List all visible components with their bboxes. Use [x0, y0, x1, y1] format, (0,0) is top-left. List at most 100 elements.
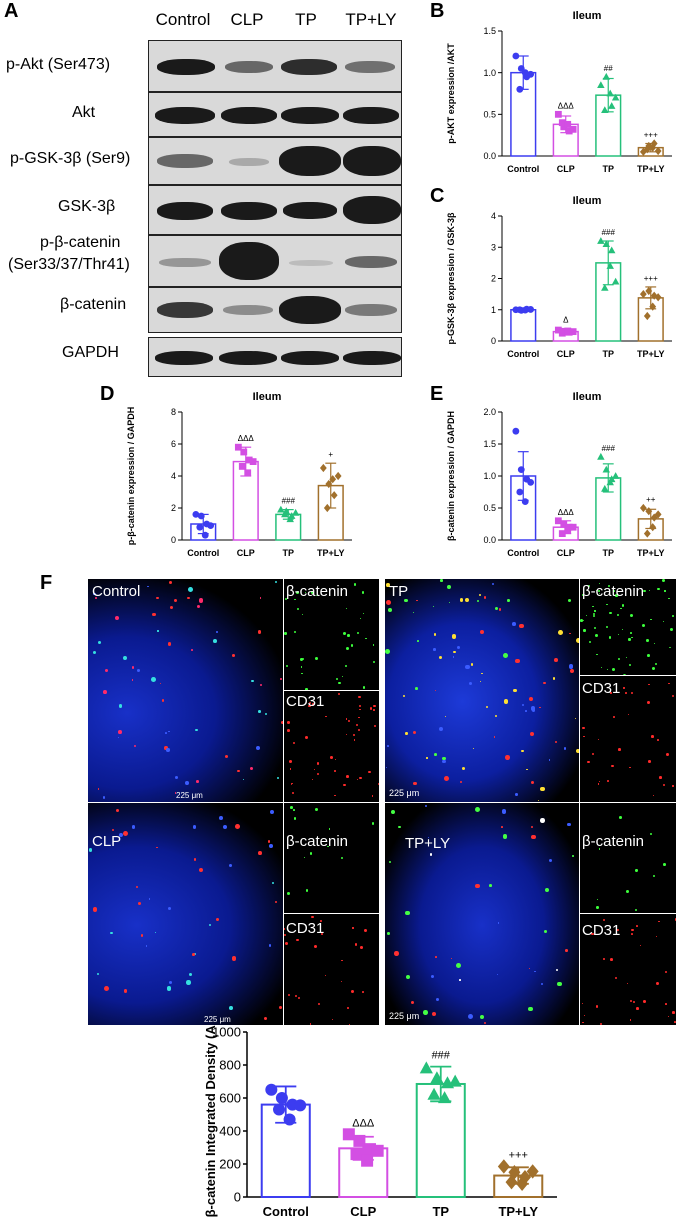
x-tick-label: TP+LY — [637, 164, 664, 174]
if-merge-clp: CLP 225 μm — [88, 803, 283, 1025]
scale-bar-label: 225 μm — [176, 791, 203, 800]
if-cd31-tp: CD31 — [580, 676, 676, 802]
x-tick-label: TP+LY — [637, 349, 664, 359]
data-point — [569, 125, 577, 133]
significance-label: ## — [604, 64, 613, 73]
significance-label: +++ — [509, 1149, 528, 1161]
if-cd31-clp: CD31 — [284, 914, 379, 1025]
data-point — [565, 127, 573, 135]
data-point — [521, 498, 529, 505]
blot-row-label: β-catenin — [60, 296, 127, 313]
data-point — [325, 479, 333, 489]
chart-title: Ileum — [573, 10, 602, 22]
x-tick-label: CLP — [557, 164, 575, 174]
scale-bar-label: 225 μm — [389, 1011, 420, 1021]
data-point — [516, 85, 524, 93]
x-tick-label: TP — [602, 164, 614, 174]
significance-label: ### — [602, 228, 616, 237]
y-tick-label: 800 — [219, 1058, 241, 1073]
if-marker-label: β-catenin — [286, 583, 348, 600]
data-point — [643, 145, 651, 154]
chart-b: Ileum p-AKT expression /AKT 0.0 0.5 1.0 1.5 Co… — [446, 10, 672, 174]
y-tick-label: 0.0 — [483, 151, 496, 161]
if-group-label: TP+LY — [405, 835, 451, 852]
data-point — [430, 1071, 444, 1084]
y-tick-label: 0 — [234, 1190, 241, 1205]
data-point — [286, 515, 294, 523]
blot-strip-p-akt — [148, 40, 402, 92]
lane-label-tp: TP — [295, 10, 317, 29]
panel-letter-b: B — [430, 0, 445, 22]
y-axis-label: p-β-catenin expression / GAPDH — [126, 407, 136, 546]
blot-strip-gapdh — [148, 337, 402, 377]
data-point — [606, 262, 614, 269]
y-tick-label: 4 — [491, 211, 496, 221]
x-tick-label: TP — [432, 1204, 449, 1218]
data-point — [639, 290, 647, 299]
bar — [510, 309, 537, 342]
if-group-label: CLP — [92, 833, 122, 850]
blot-strip-p-beta-catenin — [148, 235, 402, 287]
data-point — [597, 237, 605, 244]
data-point — [512, 52, 520, 60]
chart-e: Ileum β-catenin expression / GAPDH 0.0 0.5 1… — [446, 391, 672, 558]
data-point — [554, 326, 562, 334]
data-point — [569, 523, 577, 531]
y-tick-label: 3 — [491, 242, 496, 252]
data-point — [342, 1128, 355, 1141]
data-point — [611, 93, 620, 101]
y-tick-label: 2.0 — [483, 407, 496, 417]
y-tick-label: 1.5 — [483, 26, 496, 36]
data-point — [353, 1134, 366, 1147]
significance-label: ### — [602, 444, 616, 453]
data-point — [602, 465, 611, 473]
data-point — [569, 328, 577, 336]
blot-row-label: p-GSK-3β (Ser9) — [10, 150, 131, 167]
significance-label: ### — [282, 497, 296, 506]
data-point — [554, 517, 562, 525]
data-point — [558, 329, 566, 337]
data-point — [527, 70, 535, 78]
data-point — [371, 1144, 384, 1157]
data-point — [650, 291, 658, 300]
x-tick-label: TP — [602, 548, 614, 558]
data-point — [196, 523, 204, 531]
blot-row-label: p-β-catenin — [40, 234, 121, 251]
data-point — [560, 123, 568, 131]
significance-label: ΔΔΔ — [238, 434, 255, 443]
data-point — [281, 510, 289, 518]
chart-title: Ileum — [253, 391, 282, 403]
data-point — [521, 69, 529, 77]
data-point — [597, 81, 605, 89]
panel-letter-a: A — [4, 0, 19, 22]
scale-bar-label: 225 μm — [204, 1015, 231, 1024]
if-marker-label: β-catenin — [582, 833, 644, 850]
data-point — [207, 522, 215, 529]
lane-label-tp-ly: TP+LY — [345, 10, 397, 29]
x-tick-label: TP+LY — [498, 1204, 538, 1218]
significance-label: + — [328, 450, 333, 459]
chart-title: Ileum — [573, 391, 602, 403]
data-point — [521, 306, 529, 314]
data-point — [527, 306, 535, 313]
x-tick-label: TP+LY — [637, 548, 664, 558]
x-tick-label: Control — [507, 548, 539, 558]
data-point — [192, 511, 200, 518]
data-point — [597, 452, 605, 460]
chart-d: Ileum p-β-catenin expression / GAPDH 0 2 4 6 8… — [126, 391, 352, 558]
data-point — [649, 523, 657, 532]
significance-label: ### — [432, 1050, 451, 1062]
data-point — [606, 89, 614, 97]
data-point — [329, 475, 337, 484]
y-tick-label: 1 — [491, 305, 496, 315]
data-point — [197, 512, 205, 520]
panel-letter-e: E — [430, 383, 444, 405]
if-cd31-control: CD31 — [284, 691, 379, 802]
data-point — [654, 510, 662, 519]
data-point — [560, 520, 568, 528]
data-point — [639, 147, 647, 156]
data-point — [245, 456, 253, 464]
y-tick-label: 0 — [491, 336, 496, 346]
y-tick-label: 2 — [171, 503, 176, 513]
if-marker-label: CD31 — [582, 922, 621, 939]
